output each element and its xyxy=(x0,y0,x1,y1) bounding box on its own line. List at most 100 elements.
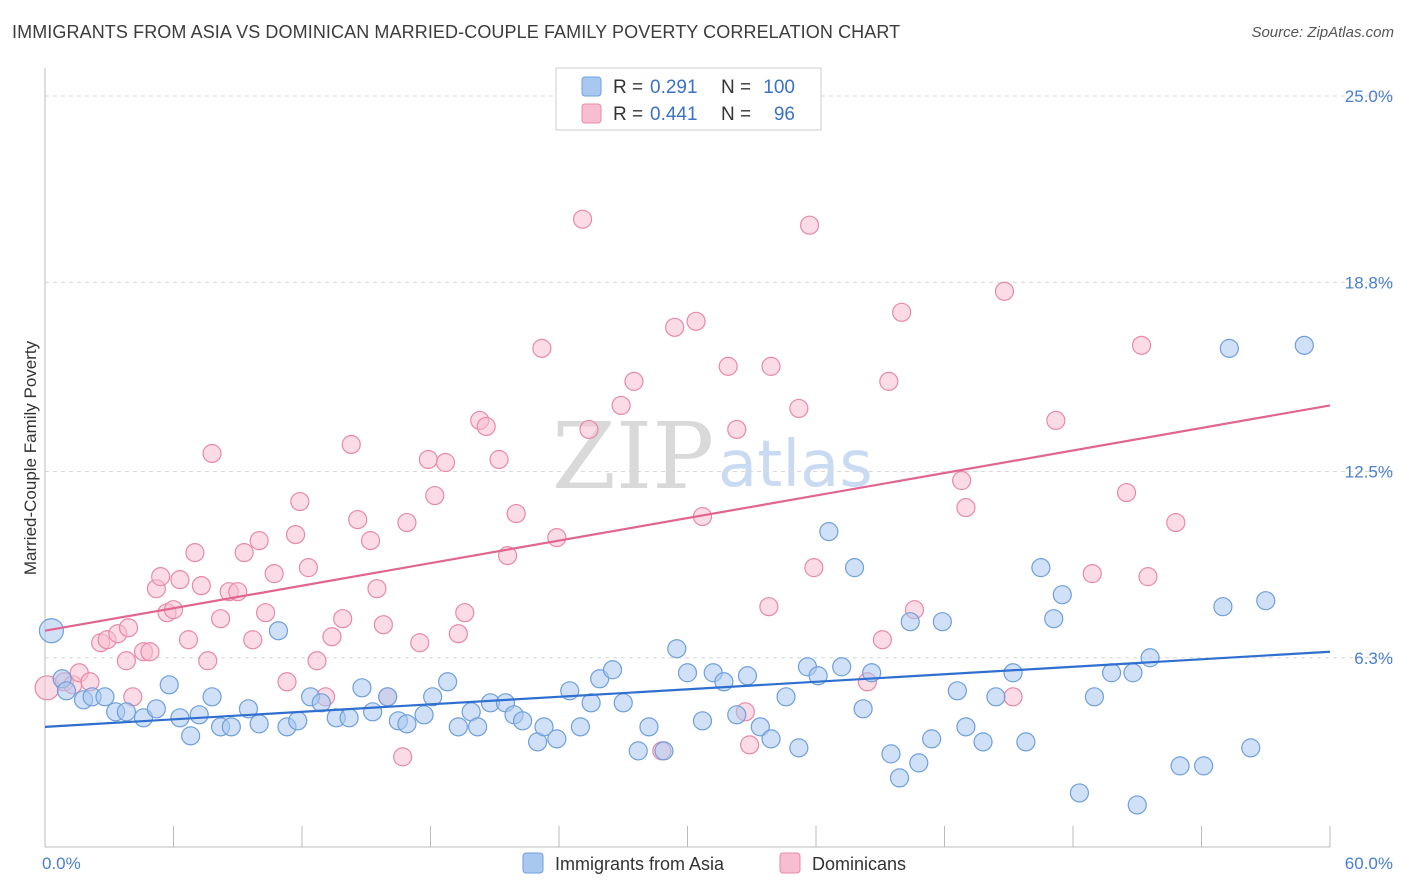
dominicans-point xyxy=(264,564,284,584)
dominicans-point xyxy=(298,558,319,578)
asia-point xyxy=(932,612,952,632)
asia-point xyxy=(1084,687,1105,707)
legend-r-label-asia: R = xyxy=(613,77,643,98)
legend-n-value-asia: 100 xyxy=(763,77,795,98)
asia-point xyxy=(667,639,687,659)
asia-point xyxy=(159,675,179,695)
dominicans-point xyxy=(532,338,552,358)
y-tick-label-3: 25.0% xyxy=(1345,87,1393,106)
asia-point xyxy=(956,717,976,737)
dominicans-point xyxy=(341,434,361,455)
asia-point xyxy=(570,717,591,737)
asia-point xyxy=(909,753,929,773)
asia-point xyxy=(1219,338,1239,358)
dominicans-point xyxy=(198,651,218,671)
asia-point xyxy=(654,741,674,761)
asia-point xyxy=(889,768,910,788)
dominicans-point xyxy=(178,630,199,650)
dominicans-point xyxy=(418,449,438,470)
asia-point xyxy=(922,729,942,749)
asia-point xyxy=(547,729,567,749)
watermark-atlas: atlas xyxy=(718,428,873,502)
dominicans-point xyxy=(290,491,310,512)
trend-lines xyxy=(44,404,1331,728)
asia-point xyxy=(1016,732,1036,752)
legend-swatch-dominicans xyxy=(581,103,602,124)
dominicans-point xyxy=(393,747,413,767)
series-legend: Immigrants from Asia Dominicans xyxy=(522,852,906,874)
legend-r-value-dominicans: 0.441 xyxy=(650,104,698,125)
dominicans-point xyxy=(243,630,263,650)
asia-point xyxy=(363,702,383,722)
bottom-legend-label-dominicans: Dominicans xyxy=(812,854,906,874)
dominicans-point xyxy=(348,509,368,530)
asia-point xyxy=(1256,591,1276,611)
x-tick-label-max: 60.0% xyxy=(1345,854,1393,873)
dominicans-point xyxy=(879,371,899,391)
asia-point xyxy=(189,705,209,725)
asia-point xyxy=(352,678,372,698)
dominicans-point xyxy=(665,317,685,337)
dominicans-point xyxy=(994,281,1015,301)
dominicans-point xyxy=(170,570,190,590)
dominicans-point xyxy=(761,356,781,376)
asia-trend-line xyxy=(44,650,1331,728)
dominicans-point xyxy=(547,527,567,548)
asia-point xyxy=(581,693,601,713)
dominicans-point xyxy=(686,311,706,331)
dominicans-point xyxy=(892,302,912,322)
y-tick-label-1: 12.5% xyxy=(1345,463,1393,482)
asia-point xyxy=(1003,663,1023,683)
asia-point xyxy=(602,660,623,680)
asia-point xyxy=(268,621,289,641)
y-tick-label-0: 6.3% xyxy=(1354,649,1393,668)
asia-point xyxy=(844,558,865,578)
asia-point xyxy=(776,687,796,707)
dominicans-point xyxy=(476,416,496,437)
asia-points xyxy=(38,335,1314,815)
asia-point xyxy=(1170,756,1190,776)
dominicans-point xyxy=(367,579,387,599)
asia-point xyxy=(1294,335,1314,355)
dominicans-point xyxy=(211,609,231,629)
dominicans-point xyxy=(759,597,779,617)
dominicans-point xyxy=(234,543,254,563)
asia-point xyxy=(249,714,269,734)
asia-point xyxy=(789,738,809,758)
asia-point xyxy=(38,618,65,644)
dominicans-point xyxy=(151,567,171,587)
page-title: IMMIGRANTS FROM ASIA VS DOMINICAN MARRIE… xyxy=(12,22,901,42)
source-credit: Source: ZipAtlas.com xyxy=(1251,24,1394,41)
asia-point xyxy=(900,612,920,632)
dominicans-point xyxy=(285,524,306,545)
asia-point xyxy=(1194,756,1214,776)
asia-point xyxy=(288,711,308,731)
asia-point xyxy=(56,681,77,701)
legend-r-value-asia: 0.291 xyxy=(650,77,698,98)
dominicans-point xyxy=(789,398,809,419)
dominicans-point xyxy=(410,633,430,653)
dominicans-point xyxy=(1131,335,1152,355)
asia-point xyxy=(727,705,747,725)
y-tick-labels: 6.3% 12.5% 18.8% 25.0% xyxy=(1345,87,1393,668)
asia-point xyxy=(116,702,136,722)
legend-n-label-dominicans: N = xyxy=(721,104,751,125)
bottom-legend-label-asia: Immigrants from Asia xyxy=(555,854,725,874)
asia-point xyxy=(414,705,434,725)
asia-point xyxy=(397,714,417,734)
asia-point xyxy=(1241,738,1261,758)
asia-point xyxy=(423,687,443,707)
y-tick-label-2: 18.8% xyxy=(1345,273,1393,292)
asia-point xyxy=(339,708,359,728)
dominicans-point xyxy=(425,485,445,506)
dominicans-point xyxy=(489,449,509,470)
asia-point xyxy=(737,666,758,686)
watermark-zip: ZIP xyxy=(552,403,714,510)
asia-point xyxy=(692,711,713,731)
asia-point xyxy=(438,672,458,692)
bottom-legend-swatch-asia xyxy=(522,852,544,874)
dominicans-point xyxy=(322,627,342,647)
asia-point xyxy=(881,744,901,764)
bottom-legend-swatch-dominicans xyxy=(779,852,801,874)
dominicans-point xyxy=(1166,512,1186,533)
